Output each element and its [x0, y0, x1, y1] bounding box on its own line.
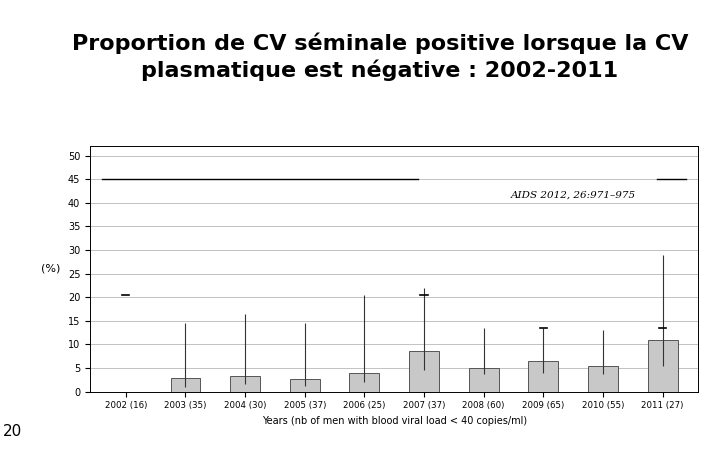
Bar	[588, 365, 618, 392]
Text: Proportion de CV séminale positive lorsque la CV
plasmatique est négative : 2002: Proportion de CV séminale positive lorsq…	[71, 32, 688, 81]
Text: 20: 20	[4, 424, 22, 440]
Bar	[230, 376, 260, 392]
Bar	[648, 340, 678, 392]
Bar	[409, 351, 439, 392]
X-axis label: Years (nb of men with blood viral load < 40 copies/ml): Years (nb of men with blood viral load <…	[261, 416, 527, 426]
Bar	[469, 368, 498, 392]
Bar	[171, 378, 200, 392]
Text: Procréation & VIH en 2105: Procréation & VIH en 2105	[13, 167, 27, 355]
Bar	[528, 361, 558, 392]
Y-axis label: (%): (%)	[42, 264, 60, 274]
Text: AIDS 2012, 26:971–975: AIDS 2012, 26:971–975	[510, 191, 636, 200]
Bar	[290, 379, 320, 392]
Bar	[349, 373, 379, 392]
